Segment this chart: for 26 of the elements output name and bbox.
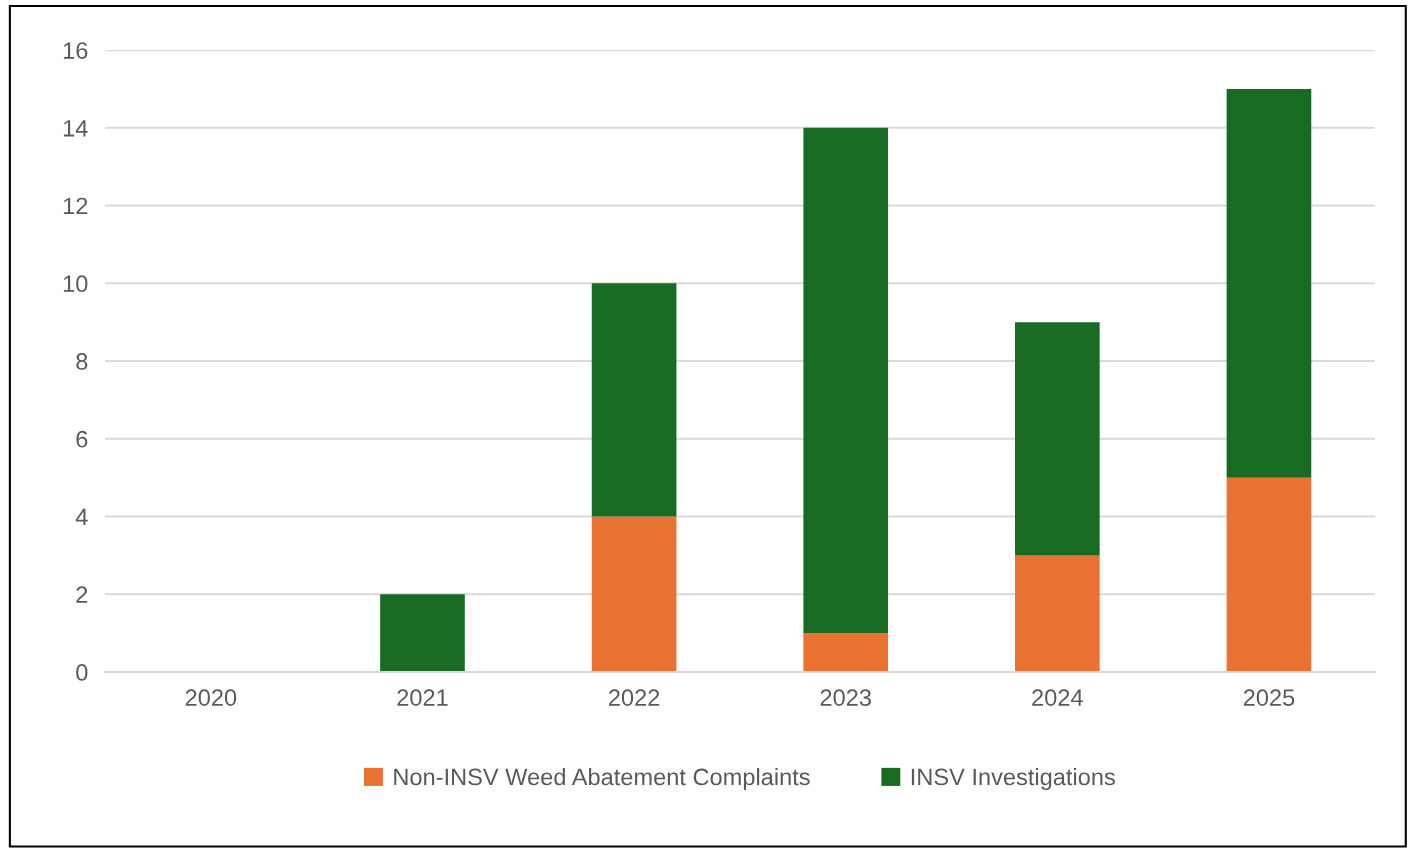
y-tick-label: 10 [63,275,88,293]
y-tick-label: 2 [76,586,88,603]
y-tick-label: 14 [63,120,88,137]
y-tick-label: 0 [76,664,88,681]
x-tick-label: 2021 [397,689,448,706]
bar [1226,88,1312,478]
y-tick-label: 6 [76,430,88,448]
x-tick-label: 2020 [185,689,237,706]
y-tick-label: 16 [63,42,88,59]
x-tick-label: 2025 [1243,689,1295,706]
y-tick-label: 4 [75,508,88,526]
y-tick-label: 12 [63,197,88,215]
legend-label: Non-INSV Weed Abatement Complaints [394,767,810,790]
bar [591,283,677,517]
bar [803,127,889,634]
legend-label: INSV Investigations [911,767,1115,790]
bar [1015,322,1100,556]
bar [1015,555,1100,672]
bar [1226,477,1312,672]
x-tick-label: 2024 [1032,689,1083,706]
x-tick-label: 2023 [820,689,871,706]
bar [591,516,677,672]
bar [380,594,465,672]
y-tick-label: 8 [76,353,88,370]
x-tick-label: 2022 [609,689,660,706]
bar [803,633,889,672]
